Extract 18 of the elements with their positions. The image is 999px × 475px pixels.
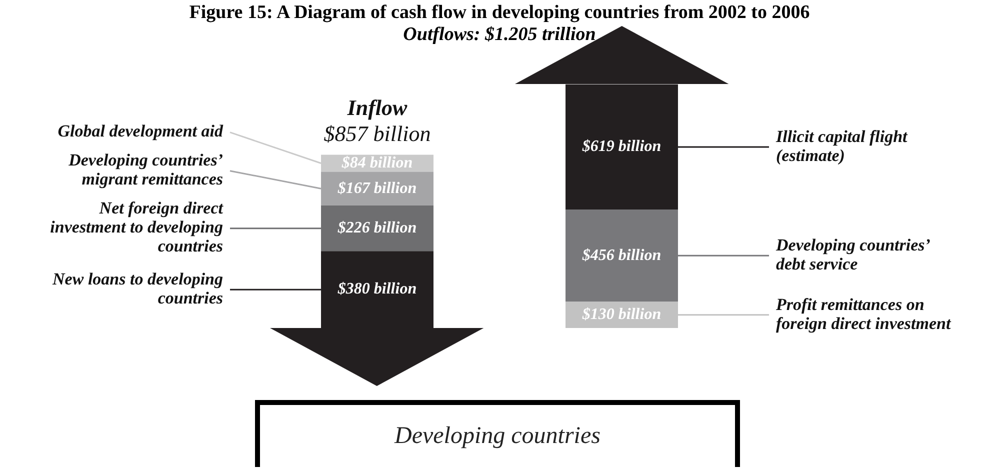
text: Developing countries’ migrant remittances — [68, 150, 224, 189]
text: Illicit capital flight (estimate) — [775, 126, 909, 165]
chart-title: Figure 15: A Diagram of cash flow in developing countries from 2002 to 2006 — [188, 2, 811, 24]
data-label: $619 billion — [581, 138, 662, 156]
data-label: $167 billion — [336, 180, 417, 197]
data-label: $380 billion — [336, 280, 417, 298]
data-label: $130 billion — [581, 306, 662, 323]
text: Profit remittances on foreign direct investment — [775, 294, 952, 333]
text: Net foreign direct investment to developing countries — [50, 198, 224, 256]
text: Global development aid — [58, 122, 224, 141]
x-tick-label: Inflow — [346, 94, 408, 120]
text: Developing countries’ debt service — [775, 236, 931, 274]
data-label: $456 billion — [581, 246, 662, 264]
total-label: $857 billion — [324, 120, 431, 146]
data-label: $226 billion — [336, 219, 417, 236]
chart-subtitle: Outflows: $1.205 trillion — [402, 24, 597, 45]
text: New loans to developing countries — [52, 269, 224, 308]
outline-box: Developing countries — [255, 400, 740, 467]
